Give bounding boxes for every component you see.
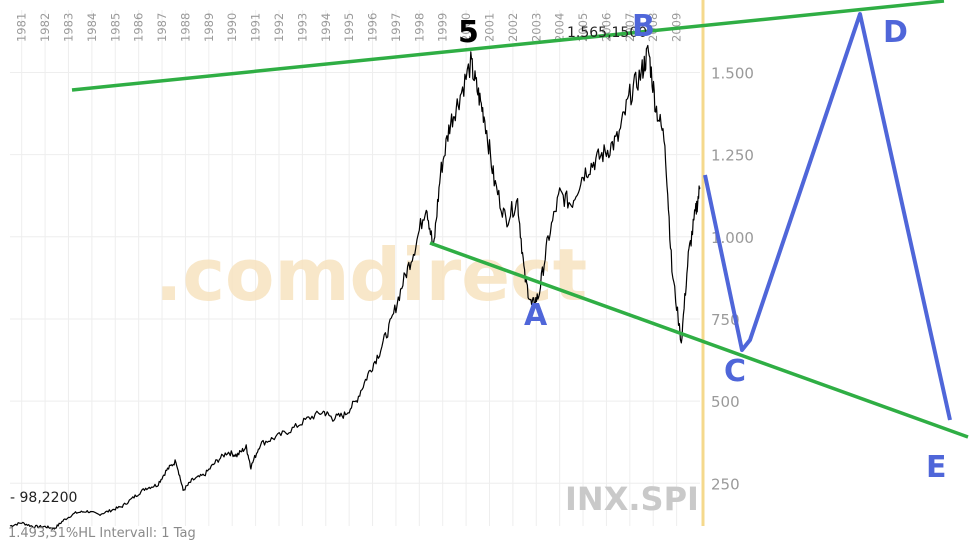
value-axis: 250 500 750 1.000 1.250 1.500 bbox=[711, 64, 754, 493]
year-label: 1986 bbox=[132, 13, 146, 42]
footer-info: 1.493,51%HL Intervall: 1 Tag bbox=[8, 526, 196, 541]
year-label: 1993 bbox=[295, 13, 309, 42]
grid-layer bbox=[10, 0, 705, 526]
year-label: 1999 bbox=[436, 13, 450, 42]
wave-label-d: D bbox=[883, 15, 908, 50]
lower-trendline bbox=[429, 241, 969, 439]
wave-label-c: C bbox=[724, 354, 746, 389]
year-label: 1997 bbox=[389, 13, 403, 42]
wave-label-a: A bbox=[524, 298, 548, 333]
year-label: 1994 bbox=[319, 13, 333, 42]
year-label: 1985 bbox=[108, 13, 122, 42]
y-tick-label: 1.500 bbox=[711, 64, 754, 82]
year-label: 1996 bbox=[366, 13, 380, 42]
year-label: 1981 bbox=[15, 13, 29, 42]
wave-label-5: 5 bbox=[458, 15, 479, 50]
year-label: 2003 bbox=[529, 13, 543, 42]
year-label: 1992 bbox=[272, 13, 286, 42]
overlay-layer bbox=[71, 0, 969, 439]
price-series-line bbox=[9, 44, 701, 530]
label-layer: - 98,2200 1.565,1500 5 B A C D E bbox=[10, 9, 947, 506]
wave-label-b: B bbox=[632, 9, 655, 44]
upper-trendline bbox=[71, 0, 945, 92]
year-label: 2004 bbox=[553, 13, 567, 42]
year-label: 1989 bbox=[202, 13, 216, 42]
year-label: 2008 bbox=[646, 13, 660, 42]
year-label: 1991 bbox=[249, 13, 263, 42]
y-tick-label: 1.000 bbox=[711, 229, 754, 247]
symbol-label: INX.SPI bbox=[565, 480, 699, 518]
start-value-label: - 98,2200 bbox=[10, 490, 77, 506]
year-label: 1995 bbox=[342, 13, 356, 42]
y-tick-label: 500 bbox=[711, 393, 740, 411]
year-label: 1982 bbox=[38, 13, 52, 42]
year-label: 2001 bbox=[482, 13, 496, 42]
y-tick-label: 250 bbox=[711, 475, 740, 493]
year-label: 1990 bbox=[225, 13, 239, 42]
peak-value-label: 1.565,1500 bbox=[567, 25, 647, 41]
year-label: 1998 bbox=[412, 13, 426, 42]
year-label: 2005 bbox=[576, 13, 590, 42]
year-label: 2000 bbox=[459, 13, 473, 42]
year-label: 1983 bbox=[61, 13, 75, 42]
year-label: 1988 bbox=[178, 13, 192, 42]
y-tick-label: 1.250 bbox=[711, 147, 754, 165]
year-label: 2002 bbox=[506, 13, 520, 42]
wave-label-e: E bbox=[926, 450, 947, 485]
projected-wave-path bbox=[703, 12, 952, 421]
year-label: 1987 bbox=[155, 13, 169, 42]
series-layer bbox=[9, 44, 701, 530]
y-tick-label: 750 bbox=[711, 311, 740, 329]
year-label: 1984 bbox=[85, 13, 99, 42]
